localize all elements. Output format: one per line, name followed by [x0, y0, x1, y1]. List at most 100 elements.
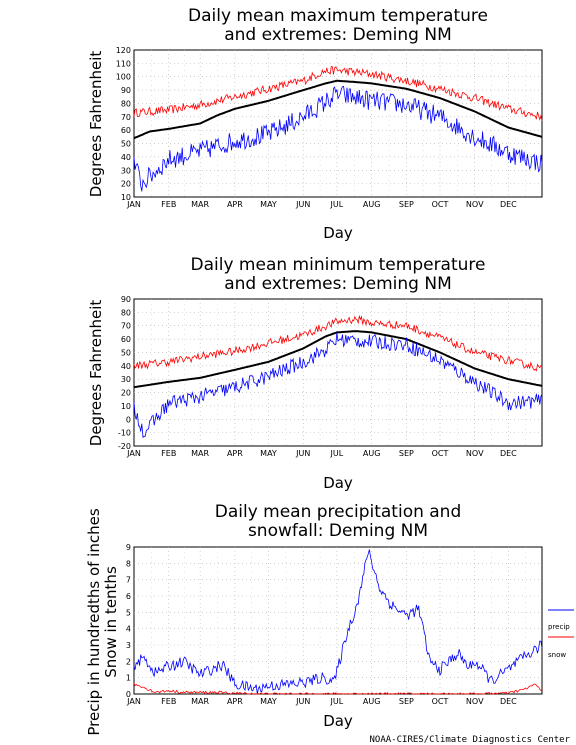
precip-month-label: AUG	[363, 697, 381, 706]
min-temp-x-ticks: JAN FEB MAR APR MAY JUN JUL AUG SEP OCT NOV DEC	[126, 449, 517, 458]
max-temp-y-tick-label: 120	[116, 46, 131, 55]
precip-month-label: OCT	[432, 697, 449, 706]
max-temp-month-label: JAN	[126, 200, 141, 209]
max-temp-month-label: OCT	[432, 200, 449, 209]
min-temp-y-tick-label: -10	[118, 429, 131, 438]
min-temp-y-tick-label: 60	[121, 335, 131, 344]
precip-y-tick-label: 0	[126, 690, 131, 699]
credit-text: NOAA-CIRES/Climate Diagnostics Center	[370, 735, 571, 745]
max-temp-plot-frame	[133, 49, 543, 198]
min-temp-y-tick-label: -20	[118, 442, 131, 451]
precip-x-ticks: JAN FEB MAR APR MAY JUN JUL AUG SEP OCT NOV DEC	[126, 697, 517, 706]
precip-month-label: FEB	[161, 697, 176, 706]
precip-panel: Daily mean precipitation and snowfall: D…	[85, 502, 574, 736]
max-temp-y-tick-label: 110	[116, 59, 131, 68]
min-temp-y-tick-label: 30	[121, 375, 131, 384]
max-temp-y-tick-label: 20	[121, 180, 131, 189]
min-temp-month-label: OCT	[432, 449, 449, 458]
min-temp-series	[133, 314, 543, 439]
min-temp-month-label: FEB	[161, 449, 176, 458]
min-temp-month-label: SEP	[399, 449, 414, 458]
precip-series	[133, 549, 543, 695]
min-temp-y-axis-label: Degrees Fahrenheit	[87, 300, 105, 447]
precip-grid	[134, 547, 542, 694]
max-temp-month-label: APR	[227, 200, 243, 209]
precip-month-label: DEC	[500, 697, 517, 706]
min-temp-month-label: APR	[227, 449, 243, 458]
max-temp-month-label: MAR	[191, 200, 209, 209]
max-temp-series-max	[133, 65, 543, 121]
max-temp-y-tick-label: 60	[121, 126, 131, 135]
precip-plot-frame	[133, 546, 543, 695]
min-temp-y-tick-label: 50	[121, 348, 131, 357]
min-temp-series-max	[133, 314, 543, 372]
precip-y-tick-label: 5	[126, 608, 131, 617]
min-temp-y-tick-label: 40	[121, 362, 131, 371]
min-temp-y-tick-label: 20	[121, 389, 131, 398]
max-temp-month-label: JUN	[295, 200, 310, 209]
min-temp-month-label: NOV	[466, 449, 484, 458]
max-temp-y-tick-label: 90	[121, 86, 131, 95]
precip-month-label: JUN	[295, 697, 310, 706]
max-temp-y-tick-label: 100	[116, 73, 131, 82]
max-temp-series	[133, 65, 543, 192]
min-temp-y-tick-label: 10	[121, 402, 131, 411]
precip-y-tick-label: 1	[126, 674, 131, 683]
legend-precip-label: precip	[548, 623, 570, 631]
min-temp-title-line-2: and extremes: Deming NM	[224, 274, 452, 294]
min-temp-month-label: JAN	[126, 449, 141, 458]
precip-month-label: JAN	[126, 697, 141, 706]
max-temp-y-tick-label: 40	[121, 153, 131, 162]
min-temp-month-label: MAY	[260, 449, 277, 458]
max-temp-y-tick-label: 10	[121, 193, 131, 202]
precip-x-axis-label: Day	[323, 712, 353, 730]
min-temp-panel: Daily mean minimum temperature and extre…	[87, 255, 543, 492]
max-temp-y-ticks: 10 20 30 40 50 60 70 80 90 100 110 120	[116, 46, 131, 202]
max-temp-series-min	[133, 85, 543, 192]
precip-y-tick-label: 8	[126, 559, 131, 568]
min-temp-y-tick-label: 80	[121, 308, 131, 317]
min-temp-month-label: DEC	[500, 449, 517, 458]
precip-month-label: APR	[227, 697, 243, 706]
min-temp-y-tick-label: 0	[126, 415, 131, 424]
precip-month-label: SEP	[399, 697, 414, 706]
precip-y-axis-label-line-1: Precip in hundredths of inches	[85, 508, 103, 735]
precip-y-tick-label: 2	[126, 657, 131, 666]
max-temp-title-line-2: and extremes: Deming NM	[224, 25, 452, 45]
max-temp-series-mean	[133, 79, 543, 140]
precip-title-line-2: snowfall: Deming NM	[248, 521, 428, 541]
precip-month-label: MAY	[260, 697, 277, 706]
max-temp-x-axis-label: Day	[323, 224, 353, 242]
precip-y-tick-label: 3	[126, 641, 131, 650]
max-temp-y-tick-label: 70	[121, 113, 131, 122]
min-temp-y-ticks: -20 -10 0 10 20 30 40 50 60 70 80 90	[118, 295, 131, 451]
min-temp-x-axis-label: Day	[323, 474, 353, 492]
max-temp-y-tick-label: 50	[121, 140, 131, 149]
min-temp-y-tick-label: 90	[121, 295, 131, 304]
max-temp-y-tick-label: 80	[121, 99, 131, 108]
precip-month-label: JUL	[330, 697, 344, 706]
max-temp-month-label: NOV	[466, 200, 484, 209]
max-temp-month-label: JUL	[330, 200, 344, 209]
max-temp-x-ticks: JAN FEB MAR APR MAY JUN JUL AUG SEP OCT NOV DEC	[126, 200, 517, 209]
min-temp-grid	[134, 299, 542, 446]
legend-snow-label: snow	[548, 651, 566, 659]
precip-legend: precip snow	[548, 609, 574, 659]
max-temp-month-label: SEP	[399, 200, 414, 209]
precip-series-precip	[133, 549, 543, 695]
precip-y-axis-label-line-2: Snow in tenths	[102, 566, 120, 678]
min-temp-series-min	[133, 332, 543, 439]
precip-month-label: NOV	[466, 697, 484, 706]
min-temp-series-mean	[133, 330, 543, 389]
min-temp-title-line-1: Daily mean minimum temperature	[191, 255, 486, 275]
min-temp-month-label: JUL	[330, 449, 344, 458]
precip-y-tick-label: 7	[126, 576, 131, 585]
max-temp-month-label: AUG	[363, 200, 381, 209]
precip-month-label: MAR	[191, 697, 209, 706]
min-temp-y-tick-label: 70	[121, 322, 131, 331]
max-temp-month-label: DEC	[500, 200, 517, 209]
precip-y-tick-label: 4	[126, 625, 131, 634]
precip-y-ticks: 0 1 2 3 4 5 6 7 8 9	[126, 543, 131, 699]
max-temp-month-label: MAY	[260, 200, 277, 209]
